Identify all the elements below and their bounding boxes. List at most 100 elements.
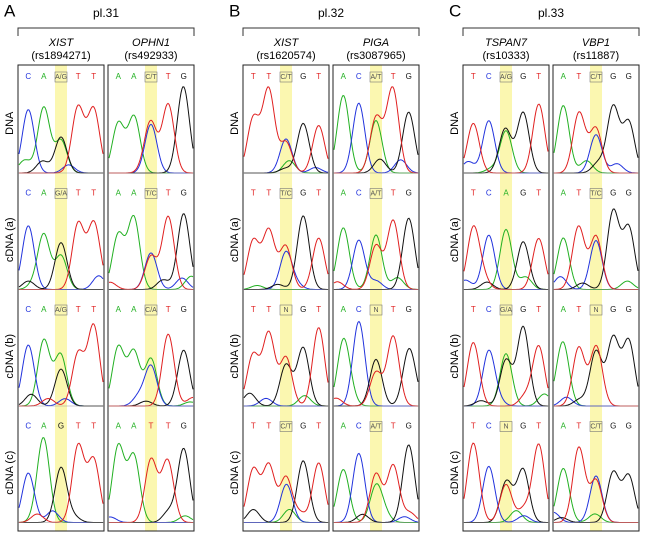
base-call: T [251, 422, 256, 431]
gene-name: TSPAN7 [485, 37, 528, 49]
base-call: T/C [590, 190, 601, 197]
base-call: A [131, 189, 137, 198]
base-call: T [166, 72, 171, 81]
base-call: T [251, 305, 256, 314]
base-call: T [536, 305, 541, 314]
panel-title: pl.31 [93, 6, 119, 20]
trace-box [332, 64, 420, 532]
trace-box [17, 64, 105, 532]
mixed-box [54, 71, 68, 83]
base-call: G [406, 422, 412, 431]
base-call: A [561, 422, 567, 431]
base-call: C [486, 305, 492, 314]
mixed-box [499, 71, 513, 83]
base-call: T [576, 305, 581, 314]
base-call: N [503, 423, 508, 430]
trace [19, 442, 104, 523]
base-call: G [181, 422, 187, 431]
row-label: cDNA (c) [4, 451, 16, 495]
panel-letter: C [449, 1, 461, 20]
base-call: G [181, 189, 187, 198]
base-call: T [76, 305, 81, 314]
base-call: A [131, 422, 137, 431]
base-call: G [181, 305, 187, 314]
base-call: A [503, 189, 509, 198]
base-call: T/C [145, 190, 156, 197]
row-label: cDNA (a) [4, 217, 16, 262]
base-call: T [166, 305, 171, 314]
panel-letter: B [229, 1, 240, 20]
mixed-box [279, 188, 293, 199]
mixed-box [369, 71, 383, 83]
bracket [17, 27, 195, 36]
rs-id: (rs11887) [573, 50, 619, 62]
base-call: T [316, 72, 321, 81]
base-call: T [76, 189, 81, 198]
base-call: T [266, 422, 271, 431]
base-call: G [406, 72, 412, 81]
trace [464, 325, 548, 407]
base-call: C/T [145, 74, 157, 81]
base-call: A [116, 422, 122, 431]
base-call: A/G [55, 307, 67, 314]
base-call: C [486, 72, 492, 81]
base-call: T [391, 422, 396, 431]
panel-title: pl.33 [538, 6, 564, 20]
rs-id: (rs1620574) [256, 50, 315, 62]
base-call: A/G [500, 74, 512, 81]
base-call: A [341, 72, 347, 81]
base-call: A [561, 305, 567, 314]
base-call: T [76, 72, 81, 81]
base-call: T [316, 189, 321, 198]
panel-letter: A [4, 1, 16, 20]
base-call: G [626, 72, 632, 81]
trace [333, 219, 418, 290]
base-call: C [356, 305, 362, 314]
mixed-box [144, 71, 158, 83]
trace [553, 470, 639, 523]
base-call: T [91, 305, 96, 314]
base-call: G [520, 72, 526, 81]
base-call: C [25, 305, 31, 314]
base-call: G/A [500, 307, 512, 314]
mixed-box [499, 304, 513, 316]
snp-highlight [144, 65, 158, 531]
base-call: A/G [55, 74, 67, 81]
base-call: C [356, 72, 362, 81]
base-call: G [626, 189, 632, 198]
base-call: T [91, 189, 96, 198]
base-call: T [266, 72, 271, 81]
trace [243, 227, 329, 288]
base-call: G [300, 72, 306, 81]
row-label: DNA [4, 111, 16, 135]
base-call: G [406, 305, 412, 314]
base-call: C/T [280, 74, 292, 81]
trace [464, 241, 548, 290]
base-call: A/T [371, 190, 383, 197]
row-label: cDNA (c) [449, 451, 461, 495]
trace-box [462, 64, 550, 532]
base-call: T [166, 189, 171, 198]
rs-id: (rs10333) [482, 50, 529, 62]
base-call: C [356, 422, 362, 431]
gene-name: OPHN1 [132, 37, 170, 49]
base-call: T [91, 422, 96, 431]
mixed-box [279, 421, 293, 432]
base-call: T [471, 305, 476, 314]
snp-highlight [279, 65, 293, 531]
mixed-box [369, 188, 383, 199]
base-call: T [391, 72, 396, 81]
base-call: T [91, 72, 96, 81]
mixed-box [144, 304, 158, 316]
base-call: T [316, 305, 321, 314]
row-label: cDNA (a) [229, 217, 241, 262]
mixed-box [369, 304, 383, 316]
base-call: A [116, 305, 122, 314]
mixed-box [589, 421, 603, 432]
base-call: T [316, 422, 321, 431]
trace [554, 208, 639, 290]
base-call: T [576, 422, 581, 431]
trace [243, 86, 329, 172]
row-label: cDNA (a) [449, 217, 461, 262]
